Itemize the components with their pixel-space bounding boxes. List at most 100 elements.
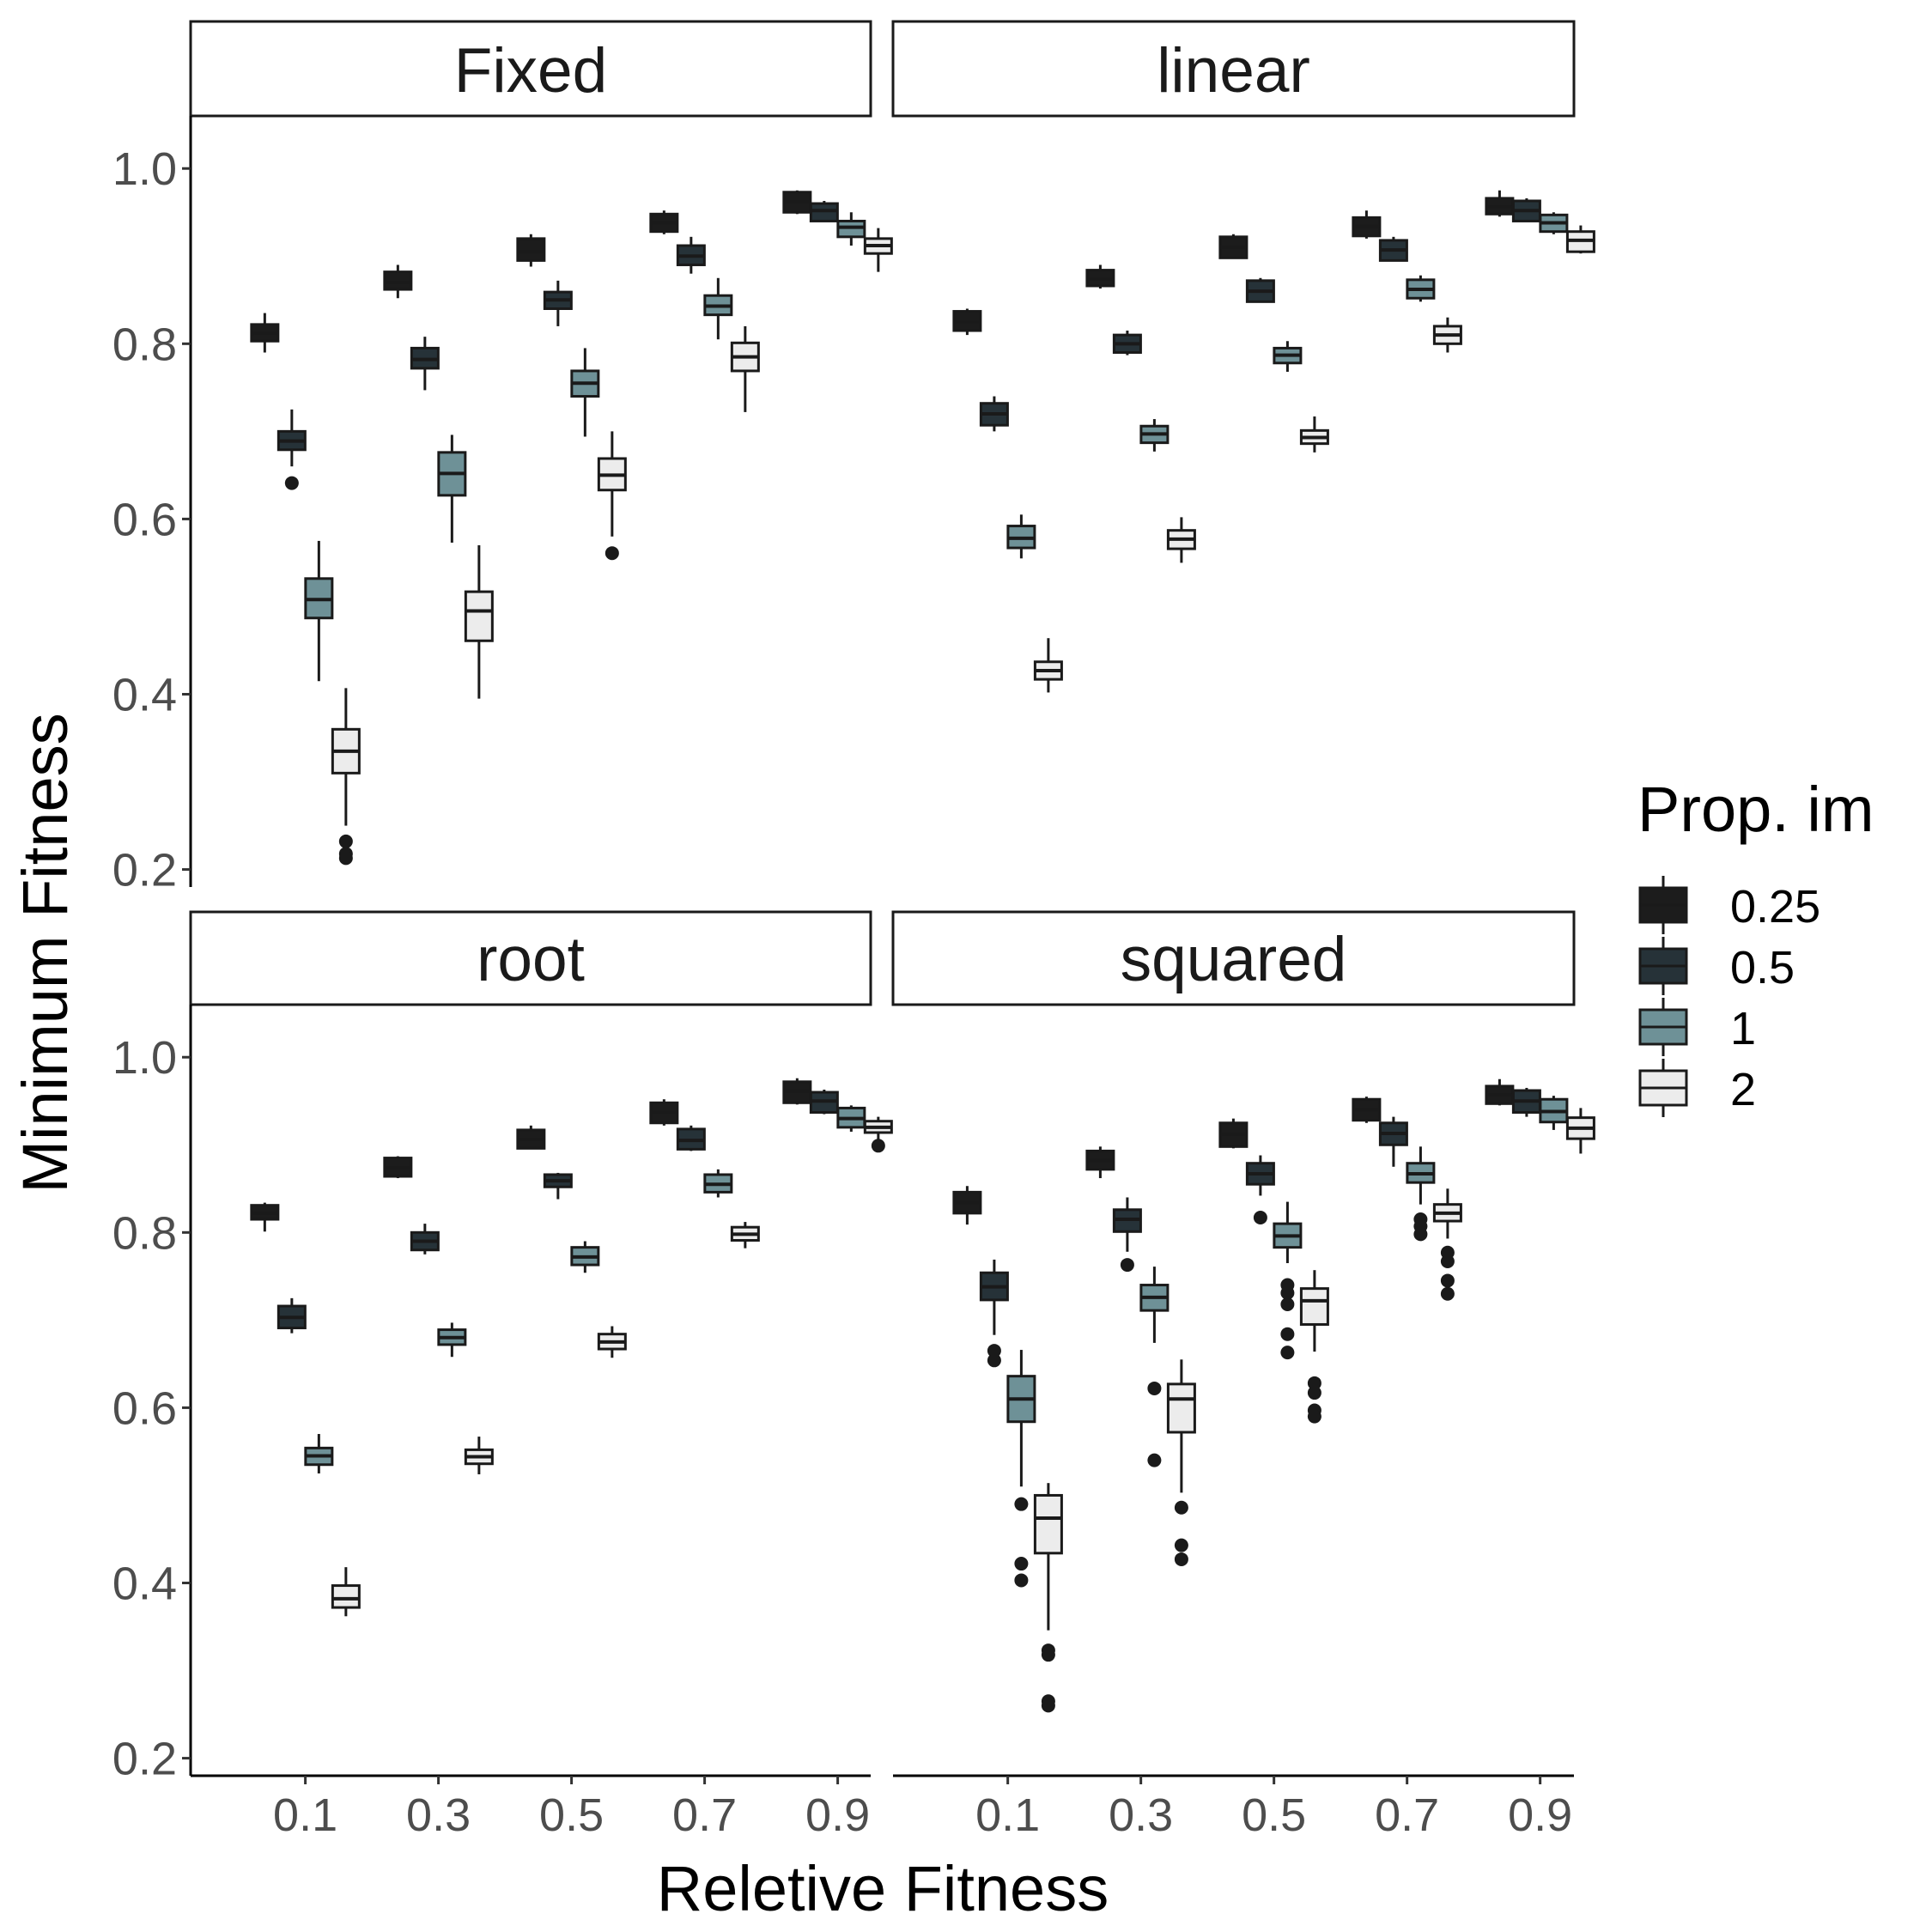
facet-strip: [189, 910, 872, 1006]
box-root-0.5-2: [597, 1326, 627, 1358]
box-squared-0.9-0.5: [1511, 1087, 1541, 1117]
box-linear-0.7-1: [1406, 275, 1436, 302]
box-linear-0.5-2: [1299, 416, 1329, 453]
box-fixed-0.5-2: [597, 431, 627, 561]
box-fixed-0.3-2: [464, 545, 494, 699]
facet-label: squared: [1121, 925, 1347, 994]
legend-label: 0.25: [1730, 881, 1820, 933]
panel-fixed: Fixed 0.2 0.4 0.6 0.8 1.0: [112, 20, 893, 896]
x-tick-label: 0.3: [406, 1789, 471, 1841]
box-squared-0.5-0.5: [1245, 1155, 1275, 1224]
outlier-point: [1280, 1346, 1295, 1360]
box-root-0.1-0.25: [250, 1202, 280, 1232]
legend: 0.25 0.5 1 2: [1638, 876, 1820, 1117]
box-root-0.7-2: [730, 1222, 760, 1249]
x-tick-label: 0.9: [805, 1789, 870, 1841]
outlier-point: [1014, 1497, 1029, 1511]
y-tick-label: 1.0: [112, 143, 177, 195]
box-fixed-0.3-1: [437, 434, 467, 543]
outlier-point: [987, 1344, 1001, 1358]
outlier-point: [338, 834, 353, 848]
outlier-point: [1280, 1327, 1295, 1341]
y-tick-label: 0.4: [112, 1558, 177, 1610]
panel-squared: squared 0.1 0.3 0.5 0.7 0.9: [891, 910, 1595, 1841]
facet-label: Fixed: [454, 36, 608, 106]
y-tick-label: 0.2: [112, 845, 177, 896]
box-linear-0.3-1: [1139, 419, 1170, 452]
box-fixed-0.7-0.25: [649, 210, 679, 234]
box-squared-0.7-0.5: [1378, 1116, 1408, 1167]
outlier-point: [284, 476, 299, 490]
box-root-0.7-0.25: [649, 1099, 679, 1126]
outlier-point: [1014, 1573, 1029, 1588]
box-root-0.1-0.5: [276, 1297, 307, 1334]
x-tick-label: 0.5: [539, 1789, 604, 1841]
outlier-point: [1041, 1648, 1055, 1662]
outlier-point: [871, 1139, 885, 1153]
box-fixed-0.7-0.5: [676, 236, 706, 274]
box-squared-0.3-0.5: [1112, 1197, 1142, 1273]
y-tick-label: 1.0: [112, 1032, 177, 1084]
panels-layer: Fixed 0.2 0.4 0.6 0.8 1.0 linear root 0.2 0.4 0.6 0…: [112, 20, 1595, 1841]
box-linear-0.5-0.5: [1245, 277, 1275, 303]
y-tick-label: 0.8: [112, 319, 177, 370]
box-squared-0.5-2: [1299, 1270, 1329, 1424]
box-squared-0.9-0.25: [1485, 1078, 1515, 1106]
outlier-point: [1041, 1698, 1055, 1713]
box-linear-0.9-2: [1565, 225, 1595, 254]
box-linear-0.7-0.5: [1378, 236, 1408, 262]
outlier-point: [1307, 1409, 1321, 1424]
box-root-0.9-2: [863, 1116, 893, 1153]
box-fixed-0.1-0.25: [250, 313, 280, 353]
box-iqr: [464, 590, 494, 642]
outlier-point: [1440, 1286, 1455, 1301]
facet-strip: [891, 20, 1576, 118]
box-root-0.9-0.5: [809, 1089, 839, 1115]
x-tick-label: 0.3: [1109, 1789, 1173, 1841]
box-root-0.9-1: [836, 1105, 866, 1132]
box-fixed-0.5-0.25: [516, 234, 546, 267]
box-linear-0.9-0.5: [1511, 197, 1541, 222]
box-fixed-0.3-0.5: [410, 337, 440, 391]
facet-label: root: [477, 925, 585, 994]
box-root-0.5-0.25: [516, 1125, 546, 1150]
x-tick-label: 0.1: [273, 1789, 337, 1841]
legend-label: 0.5: [1730, 942, 1795, 993]
box-root-0.9-0.25: [782, 1078, 812, 1105]
box-linear-0.1-2: [1033, 638, 1063, 693]
box-linear-0.3-0.5: [1112, 331, 1142, 355]
box-fixed-0.9-0.5: [809, 200, 839, 222]
box-squared-0.1-0.5: [979, 1259, 1009, 1368]
box-fixed-0.1-0.5: [276, 409, 307, 490]
box-squared-0.7-2: [1432, 1188, 1462, 1301]
facet-strip: [891, 910, 1576, 1006]
box-linear-0.3-2: [1166, 517, 1196, 563]
facet-strip: [189, 20, 872, 118]
box-root-0.5-1: [570, 1241, 600, 1273]
box-fixed-0.1-1: [304, 540, 334, 682]
y-tick-label: 0.2: [112, 1734, 177, 1785]
outlier-point: [1174, 1500, 1188, 1515]
box-root-0.1-2: [331, 1567, 361, 1617]
x-tick-label: 0.7: [1375, 1789, 1439, 1841]
box-squared-0.5-1: [1273, 1201, 1303, 1360]
box-fixed-0.5-1: [570, 348, 600, 437]
outlier-point: [1440, 1273, 1455, 1288]
box-squared-0.1-1: [1006, 1350, 1036, 1588]
box-root-0.5-0.5: [543, 1172, 573, 1200]
y-tick-label: 0.6: [112, 494, 177, 545]
box-fixed-0.9-2: [863, 228, 893, 272]
outlier-point: [1307, 1376, 1321, 1390]
box-squared-0.3-1: [1139, 1267, 1170, 1467]
box-linear-0.5-0.25: [1218, 234, 1249, 259]
box-root-0.1-1: [304, 1434, 334, 1473]
box-fixed-0.9-0.25: [782, 190, 812, 215]
facet-label: linear: [1157, 36, 1310, 106]
legend-title: Prop. im: [1637, 774, 1874, 845]
outlier-point: [1253, 1210, 1267, 1224]
box-squared-0.5-0.25: [1218, 1118, 1249, 1149]
box-fixed-0.9-1: [836, 212, 866, 246]
legend-entry-0.25: 0.25: [1638, 876, 1820, 934]
outlier-point: [1280, 1297, 1295, 1311]
